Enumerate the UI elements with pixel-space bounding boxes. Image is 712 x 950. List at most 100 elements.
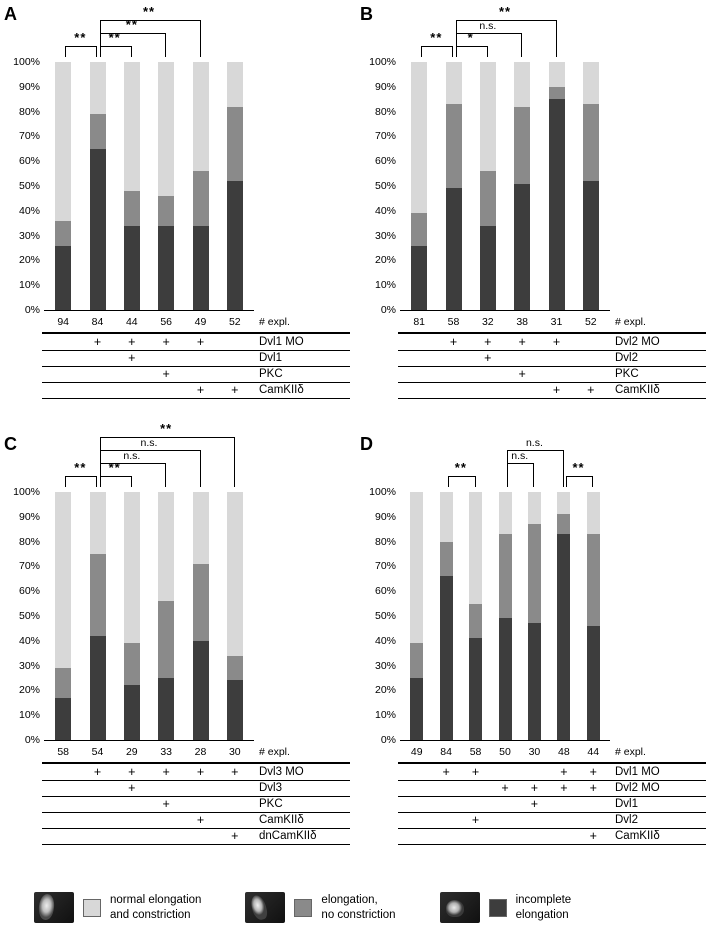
condition-row: + + + + Dvl1 MO — [42, 334, 350, 351]
bar-segment-no-constriction — [582, 104, 599, 182]
condition-label: Dvl1 MO — [259, 336, 304, 348]
explant-count: 58 — [57, 746, 69, 758]
bar-segment-incomplete — [226, 680, 243, 740]
plus-mark: + — [530, 781, 539, 795]
condition-label: Dvl2 MO — [615, 782, 660, 794]
condition-label: Dvl2 MO — [615, 336, 660, 348]
table-top-rule — [398, 762, 706, 764]
plus-mark: + — [93, 765, 102, 779]
condition-label: PKC — [259, 368, 283, 380]
significance-label: ** — [125, 17, 138, 32]
axis-baseline — [44, 310, 254, 311]
plus-mark: + — [231, 765, 239, 779]
y-tick-label: 10% — [374, 279, 396, 292]
bar-segment-incomplete — [498, 618, 512, 740]
chart-a: 0% 10% 20% 30% 40% 50% 60% 70% 80% 90% 100% 94 84 44 5… — [6, 4, 358, 434]
condition-row: + CamKIIδ — [398, 828, 706, 845]
significance-label: ** — [498, 4, 512, 19]
explant-count-label: # expl. — [615, 316, 646, 328]
panel-letter-c: C — [4, 434, 17, 454]
condition-row: + + CamKIIδ — [398, 382, 706, 399]
bar-segment-normal — [439, 492, 453, 542]
figure-legend: normal elongation and constriction elonga… — [34, 892, 571, 923]
bar-segment-normal — [498, 492, 512, 535]
bar-segment-no-constriction — [89, 114, 106, 149]
bar-segment-no-constriction — [192, 171, 209, 226]
condition-row: + + + + Dvl2 MO — [398, 780, 706, 797]
plus-mark: + — [196, 335, 205, 349]
significance-label: * — [467, 30, 474, 45]
y-tick-label: 30% — [374, 229, 396, 242]
bar-segment-no-constriction — [158, 601, 175, 678]
y-tick-label: 40% — [374, 204, 396, 217]
significance-label: ** — [74, 30, 87, 45]
bar-segment-incomplete — [158, 225, 175, 310]
y-tick-label: 20% — [18, 684, 40, 697]
embryo-incomplete-photo — [439, 892, 480, 923]
condition-label: Dvl3 MO — [259, 766, 304, 778]
y-tick-label: 10% — [18, 709, 40, 722]
table-top-rule — [42, 332, 350, 334]
significance-bracket — [99, 20, 201, 57]
condition-label: CamKIIδ — [615, 830, 660, 842]
y-tick-label: 100% — [13, 56, 40, 68]
explant-count: 32 — [481, 316, 494, 328]
y-tick-label: 80% — [374, 105, 396, 118]
condition-row: + + + + Dvl2 MO — [398, 334, 706, 351]
bar-segment-no-constriction — [479, 171, 496, 226]
embryo-normal-photo — [34, 892, 74, 923]
bar-segment-incomplete — [89, 635, 106, 740]
bar-segment-no-constriction — [192, 563, 209, 641]
explant-count: 50 — [499, 746, 511, 758]
bar-segment-normal — [586, 492, 600, 535]
condition-label: Dvl3 — [259, 782, 283, 794]
y-tick-label: 70% — [374, 130, 396, 143]
plus-mark: + — [484, 335, 492, 349]
significance-label: ** — [160, 421, 173, 436]
y-tick-label: 10% — [18, 279, 40, 292]
bar-segment-normal — [469, 492, 483, 604]
explant-count-label: # expl. — [615, 746, 646, 758]
significance-bracket — [421, 46, 454, 57]
bar-segment-normal — [192, 492, 209, 564]
bar-segment-incomplete — [158, 678, 175, 740]
bar-segment-normal — [158, 62, 175, 196]
bar-segment-normal — [123, 62, 140, 191]
y-tick-label: 80% — [18, 105, 40, 118]
bar-segment-incomplete — [548, 99, 565, 310]
significance-label: ** — [572, 460, 585, 475]
explant-count-label: # expl. — [259, 746, 290, 758]
plus-mark: + — [552, 335, 561, 349]
significance-bracket — [65, 476, 98, 487]
bar-segment-incomplete — [527, 623, 541, 740]
bar-segment-normal — [226, 62, 243, 107]
bar-segment-incomplete — [89, 148, 106, 310]
bar-segment-normal — [89, 492, 106, 554]
explant-count: 94 — [57, 316, 69, 328]
plus-mark: + — [162, 335, 170, 349]
chart-b: 0% 10% 20% 30% 40% 50% 60% 70% 80% 90% 100% 81 58 32 3… — [362, 4, 712, 434]
y-tick-label: 60% — [374, 155, 396, 168]
condition-label: Dvl1 — [615, 798, 639, 810]
bar-segment-normal — [582, 62, 599, 105]
y-tick-label: 100% — [369, 56, 396, 68]
y-tick-label: 80% — [18, 535, 40, 548]
bar-segment-normal — [192, 62, 209, 172]
bar-segment-normal — [226, 492, 243, 656]
bar-segment-incomplete — [557, 534, 571, 740]
y-tick-label: 70% — [18, 560, 40, 573]
plus-mark: + — [231, 829, 239, 843]
y-tick-label: 20% — [18, 254, 40, 267]
plus-mark: + — [162, 797, 170, 811]
significance-bracket — [65, 46, 98, 57]
significance-bracket — [448, 476, 476, 487]
y-tick-label: 50% — [18, 610, 40, 622]
plus-mark: + — [196, 813, 205, 827]
bar-segment-no-constriction — [123, 190, 140, 226]
explant-count: 28 — [194, 746, 207, 758]
explant-count: 30 — [528, 746, 541, 758]
condition-row: + + + + Dvl1 MO — [398, 764, 706, 781]
condition-row: + dnCamKIIδ — [42, 828, 350, 845]
condition-label: CamKIIδ — [259, 814, 304, 826]
plus-mark: + — [128, 765, 136, 779]
